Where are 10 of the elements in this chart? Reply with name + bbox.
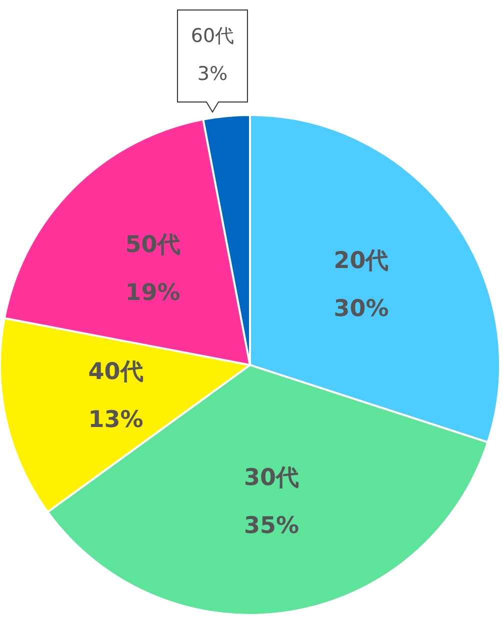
slice-label: 30代: [244, 464, 300, 491]
data-label: 19%: [125, 280, 180, 306]
slice-label: 40代: [88, 358, 144, 385]
slice-label: 20代: [334, 248, 389, 274]
slice-label: 50代: [125, 232, 180, 258]
data-label: 13%: [88, 406, 144, 433]
data-label: 30%: [334, 296, 389, 322]
data-label: 3%: [197, 63, 228, 85]
slice-label: 60代: [190, 25, 234, 47]
data-label: 35%: [244, 512, 300, 539]
